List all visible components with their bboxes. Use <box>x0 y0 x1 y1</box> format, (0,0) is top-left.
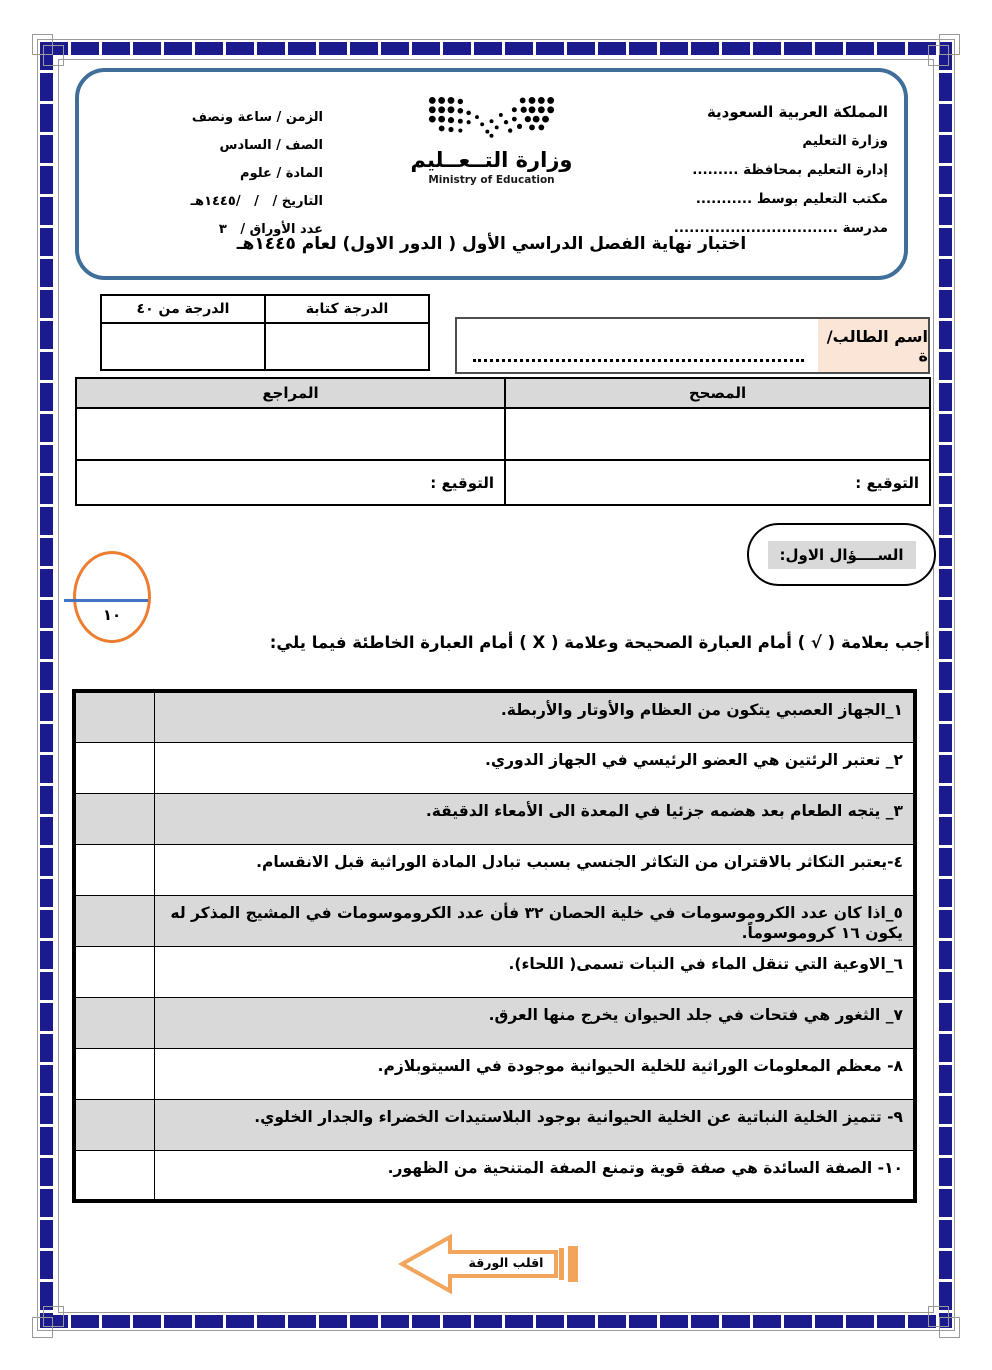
question1-instruction: أجب بعلامة ( √ ) أمام العبارة الصحيحة وع… <box>269 633 930 652</box>
statement-text: ٥_اذا كان عدد الكروموسومات في خلية الحصا… <box>153 894 916 947</box>
score-divider-line <box>64 599 148 602</box>
statement-text: ١٠- الصفة السائدة هي صفة قوية وتمنع الصف… <box>153 1149 916 1202</box>
statement-text: ٨- معظم المعلومات الوراثية للخلية الحيوا… <box>153 1047 916 1100</box>
score-circle <box>73 551 151 643</box>
statement-row: ٦_الاوعية التي تنقل الماء في النبات تسمى… <box>73 945 916 998</box>
corrector-signature-cell[interactable]: التوقيع : <box>504 459 931 506</box>
grade-table: الدرجة كتابة الدرجة من ٤٠ <box>100 294 430 371</box>
review-table: المصحح المراجع التوقيع : التوقيع : <box>75 377 931 506</box>
question1-score: ١٠ <box>102 606 122 624</box>
page-border-outer <box>37 39 955 1331</box>
answer-cell[interactable] <box>73 996 155 1049</box>
moe-logo-dots-icon <box>428 96 555 138</box>
corner-ornament <box>939 1317 960 1338</box>
statement-row: ٤-يعتبر التكاثر بالاقتران من التكاثر الج… <box>73 843 916 896</box>
page-border-left <box>40 42 53 1328</box>
moe-logo-english-text: Ministry of Education <box>428 174 555 186</box>
corrector-name-cell[interactable] <box>504 407 931 461</box>
statement-row: ٥_اذا كان عدد الكروموسومات في خلية الحصا… <box>73 894 916 947</box>
date-line: التاريخ / / /١٤٤٥هـ <box>190 194 323 209</box>
answer-cell[interactable] <box>73 1047 155 1100</box>
student-name-label: اسم الطالب/ة <box>818 319 928 372</box>
answer-cell[interactable] <box>73 894 155 947</box>
corner-ornament <box>43 1306 64 1327</box>
grade-written-cell[interactable] <box>264 322 430 371</box>
dotted-fill-line <box>473 359 804 362</box>
reviewer-name-cell[interactable] <box>75 407 506 461</box>
answer-cell[interactable] <box>73 843 155 896</box>
reviewer-signature-cell[interactable]: التوقيع : <box>75 459 506 506</box>
statement-text: ٤-يعتبر التكاثر بالاقتران من التكاثر الج… <box>153 843 916 896</box>
school-line: مدرسة ................................ <box>673 220 888 236</box>
statement-row: ١_الجهاز العصبي يتكون من العظام والأوتار… <box>73 690 916 743</box>
exam-title: اختبار نهاية الفصل الدراسي الأول ( الدور… <box>236 234 747 254</box>
statement-row: ٩- تتميز الخلية النباتية عن الخلية الحيو… <box>73 1098 916 1151</box>
statements-table: ١_الجهاز العصبي يتكون من العظام والأوتار… <box>72 689 917 1203</box>
education-office-line: مكتب التعليم بوسط ........... <box>695 191 888 207</box>
statement-row: ٣_ يتجه الطعام بعد هضمه جزئيا في المعدة … <box>73 792 916 845</box>
reviewer-header: المراجع <box>75 377 506 409</box>
answer-cell[interactable] <box>73 741 155 794</box>
moe-logo: وزارة التــعــليم Ministry of Education <box>357 92 627 186</box>
corrector-header: المصحح <box>504 377 931 409</box>
ministry-line: وزارة التعليم <box>802 133 888 149</box>
answer-cell[interactable] <box>73 1149 155 1202</box>
statement-text: ٦_الاوعية التي تنقل الماء في النبات تسمى… <box>153 945 916 998</box>
subject-line: المادة / علوم <box>240 166 323 181</box>
corner-ornament <box>939 34 960 55</box>
student-name-box: اسم الطالب/ة <box>455 317 930 374</box>
moe-logo-arabic-text: وزارة التــعــليم <box>410 148 573 172</box>
answer-cell[interactable] <box>73 1098 155 1151</box>
flip-page-arrow: اقلب الورقة <box>397 1231 586 1297</box>
corner-ornament <box>928 1306 949 1327</box>
grade-total-header: الدرجة من ٤٠ <box>100 294 266 324</box>
country-line: المملكة العربية السعودية <box>706 103 888 121</box>
corner-ornament <box>32 34 53 55</box>
education-admin-line: إدارة التعليم بمحافظة ......... <box>692 162 888 178</box>
page-border-top <box>40 42 952 55</box>
statement-row: ٧_ الثغور هي فتحات في جلد الحيوان يخرج م… <box>73 996 916 1049</box>
statement-text: ١_الجهاز العصبي يتكون من العظام والأوتار… <box>153 690 916 743</box>
corner-ornament <box>928 45 949 66</box>
flip-page-label: اقلب الورقة <box>468 1255 544 1270</box>
statement-row: ٢_ تعتبر الرئتين هي العضو الرئيسي في الج… <box>73 741 916 794</box>
grade-line: الصف / السادس <box>219 138 324 153</box>
question1-label: الســــؤال الاول: <box>767 540 916 569</box>
statement-text: ٢_ تعتبر الرئتين هي العضو الرئيسي في الج… <box>153 741 916 794</box>
answer-cell[interactable] <box>73 792 155 845</box>
student-name-field[interactable] <box>457 319 818 372</box>
page-border-bottom <box>40 1315 952 1328</box>
grade-written-header: الدرجة كتابة <box>264 294 430 324</box>
ministry-info: المملكة العربية السعودية وزارة التعليم إ… <box>638 98 888 243</box>
page-border-right <box>939 42 952 1328</box>
statement-text: ٧_ الثغور هي فتحات في جلد الحيوان يخرج م… <box>153 996 916 1049</box>
corner-ornament <box>43 45 64 66</box>
pages-count-line: عدد الأوراق / ٣ <box>218 222 323 237</box>
answer-cell[interactable] <box>73 690 155 743</box>
grade-total-cell[interactable] <box>100 322 266 371</box>
question1-badge: الســــؤال الاول: <box>747 523 936 586</box>
corner-ornament <box>32 1317 53 1338</box>
statement-row: ١٠- الصفة السائدة هي صفة قوية وتمنع الصف… <box>73 1149 916 1202</box>
time-line: الزمن / ساعة ونصف <box>191 110 323 125</box>
page-border-inner <box>58 59 934 1313</box>
statement-row: ٨- معظم المعلومات الوراثية للخلية الحيوا… <box>73 1047 916 1100</box>
statement-text: ٣_ يتجه الطعام بعد هضمه جزئيا في المعدة … <box>153 792 916 845</box>
left-arrow-icon <box>397 1233 578 1295</box>
header-box: المملكة العربية السعودية وزارة التعليم إ… <box>75 68 908 280</box>
statements-body: ١_الجهاز العصبي يتكون من العظام والأوتار… <box>73 690 916 1202</box>
exam-meta: الزمن / ساعة ونصف الصف / السادس المادة /… <box>113 104 323 244</box>
answer-cell[interactable] <box>73 945 155 998</box>
statement-text: ٩- تتميز الخلية النباتية عن الخلية الحيو… <box>153 1098 916 1151</box>
